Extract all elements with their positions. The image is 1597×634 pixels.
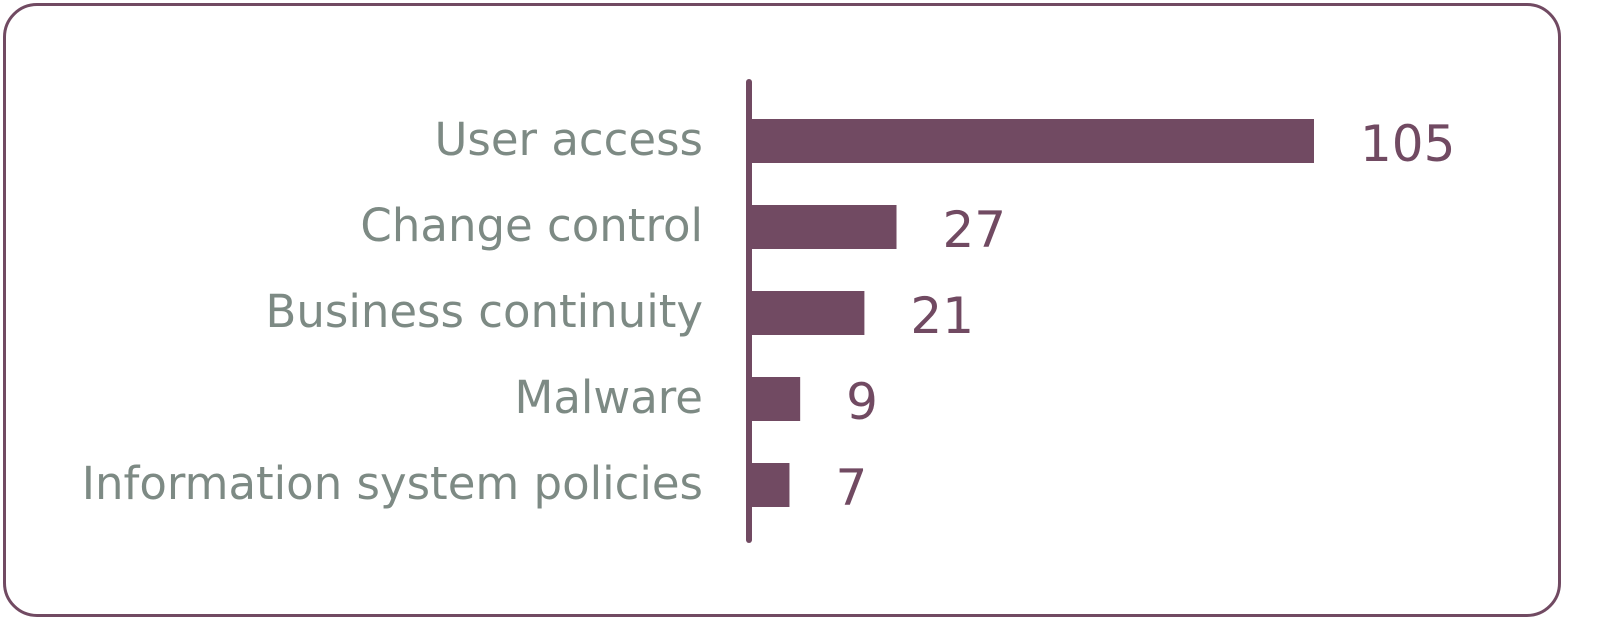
- bar-user-access: [752, 119, 1314, 163]
- category-label-information-system-policies: Information system policies: [82, 457, 703, 510]
- category-labels-group: User access Change control Business contin…: [82, 113, 703, 510]
- value-label-business-continuity: 21: [910, 287, 974, 345]
- bar-change-control: [752, 205, 897, 249]
- bar-business-continuity: [752, 291, 865, 335]
- value-labels-group: 105 27 21 9 7: [835, 115, 1455, 517]
- category-label-malware: Malware: [515, 371, 703, 424]
- value-label-information-system-policies: 7: [835, 459, 867, 517]
- bar-malware: [752, 377, 801, 421]
- value-label-change-control: 27: [943, 201, 1007, 259]
- value-label-user-access: 105: [1360, 115, 1455, 173]
- bars-group: [752, 119, 1314, 507]
- bar-information-system-policies: [752, 463, 790, 507]
- category-label-user-access: User access: [434, 113, 703, 166]
- category-label-business-continuity: Business continuity: [266, 285, 704, 338]
- category-label-change-control: Change control: [360, 199, 703, 252]
- value-label-malware: 9: [846, 373, 878, 431]
